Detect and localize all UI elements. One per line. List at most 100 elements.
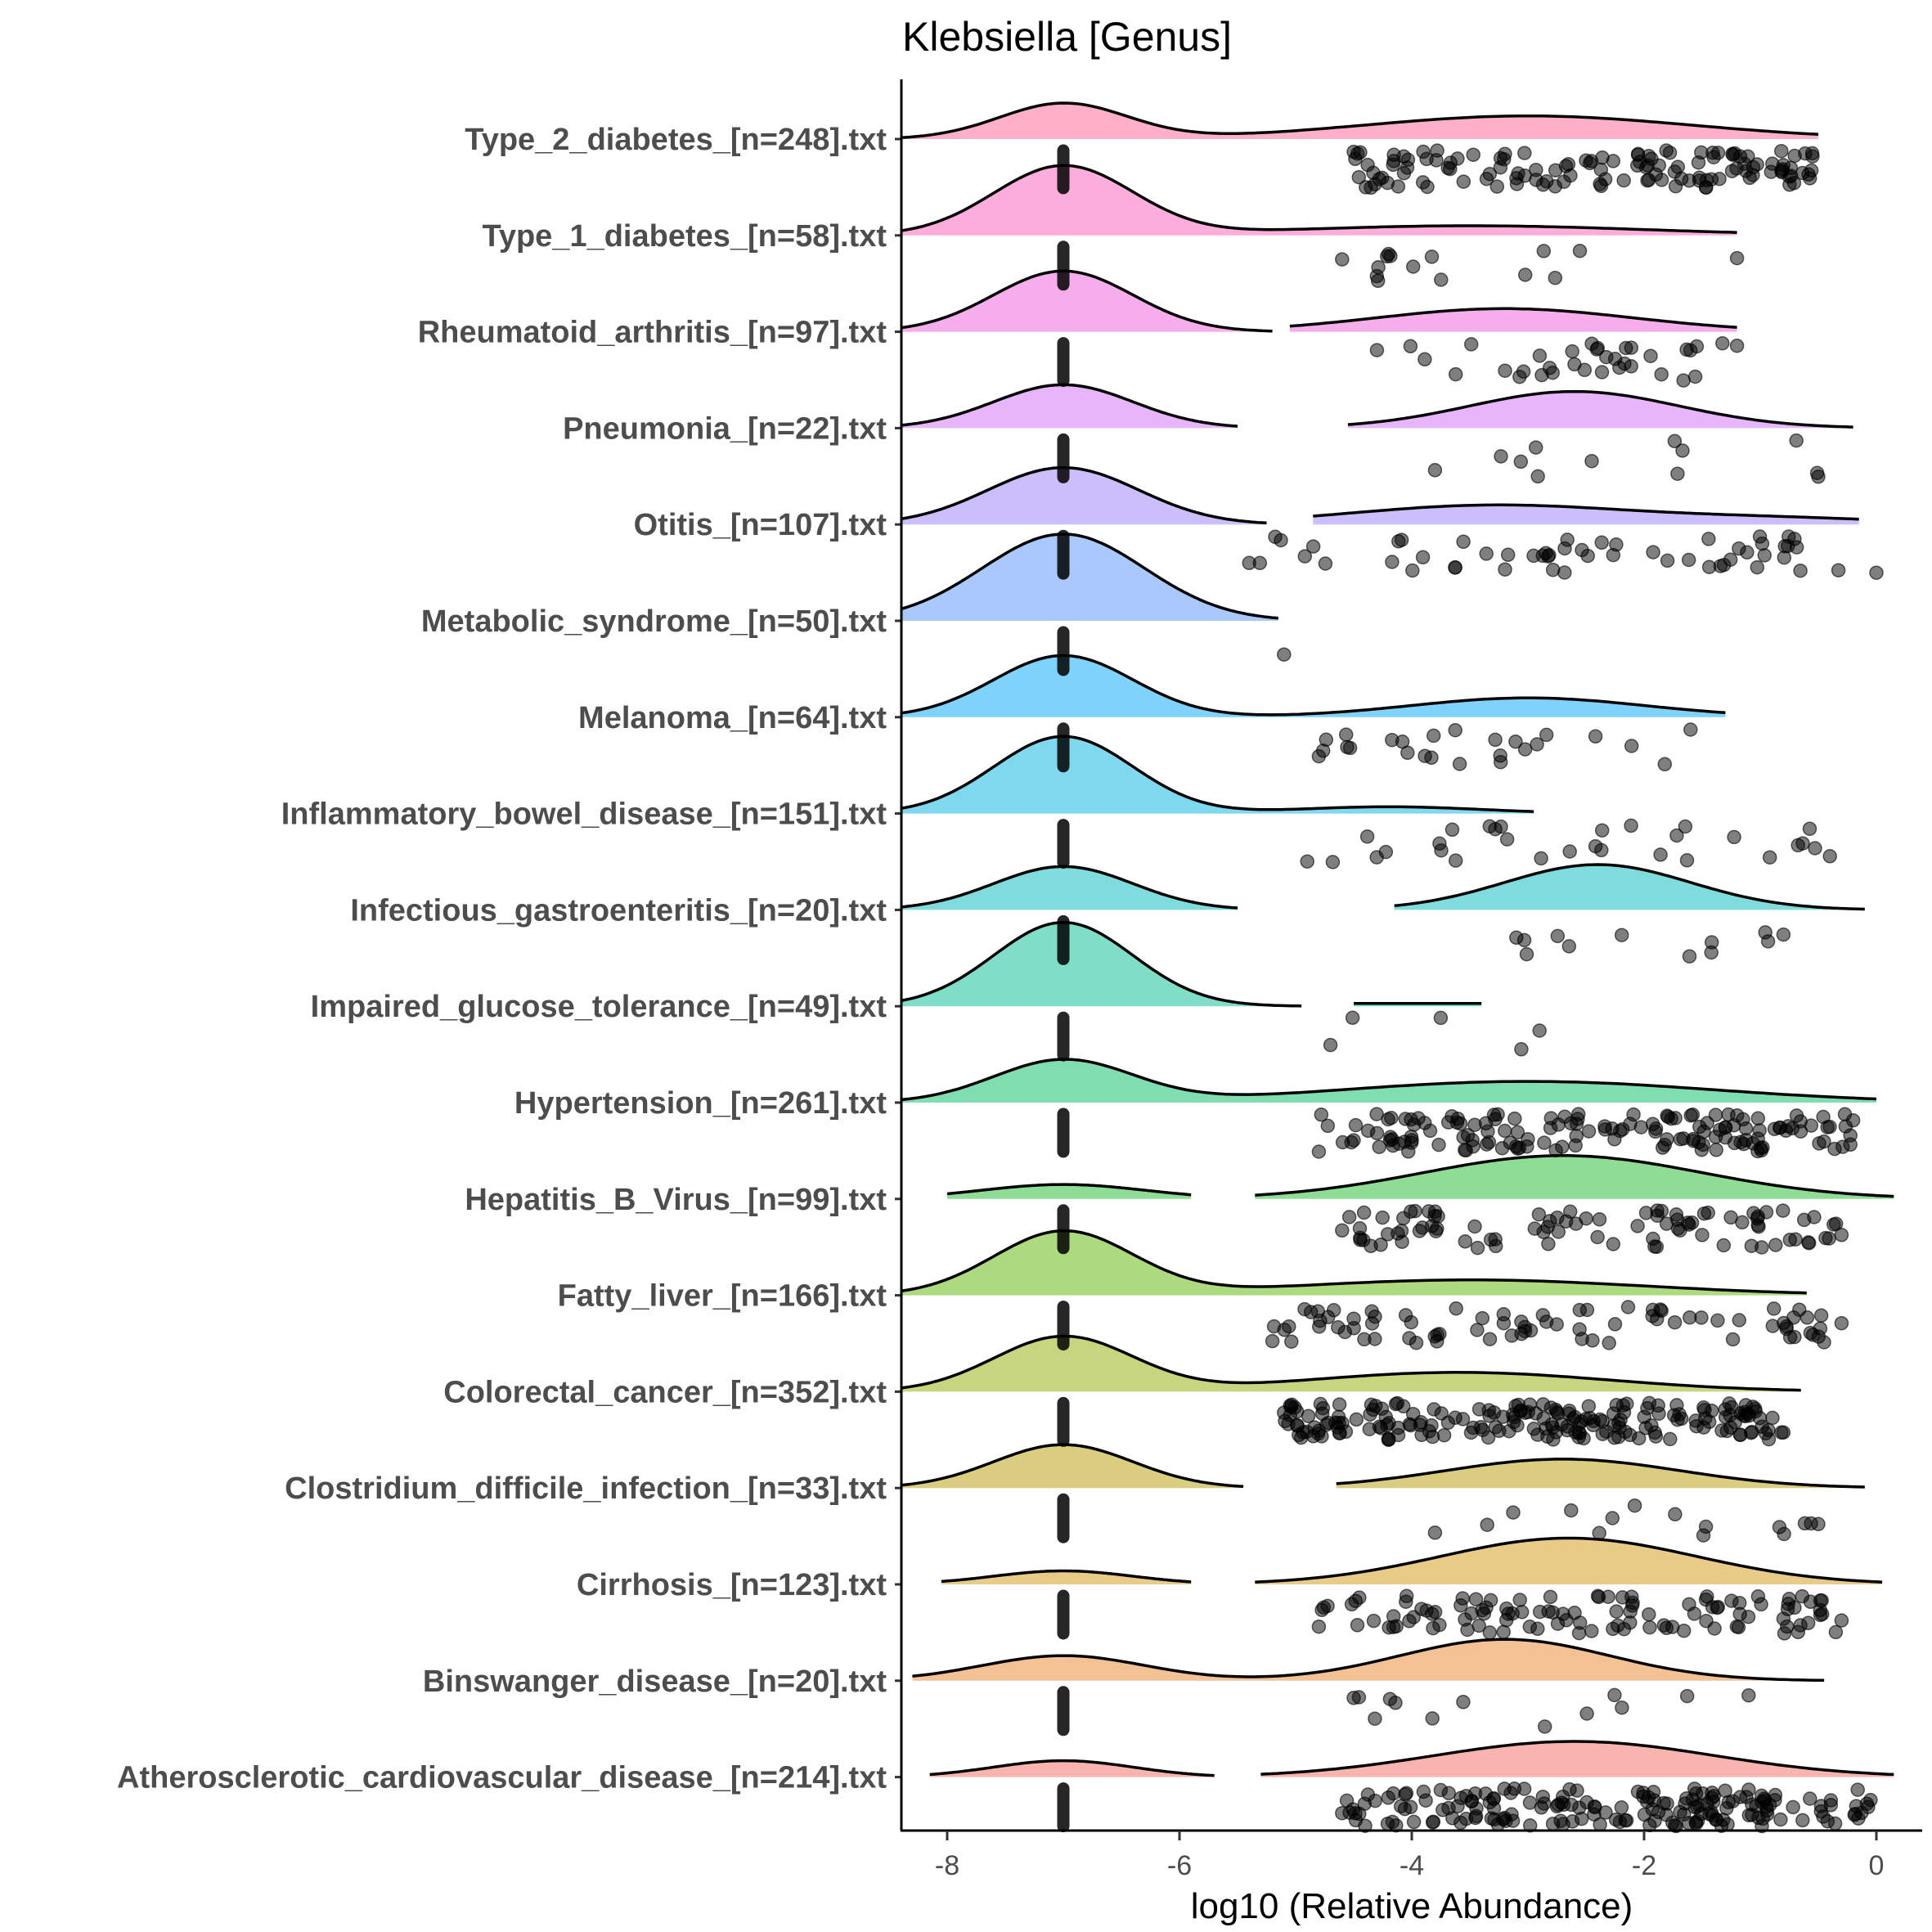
data-point xyxy=(1782,1233,1798,1247)
data-point xyxy=(1700,1589,1714,1604)
data-point xyxy=(1708,1108,1723,1122)
data-point xyxy=(1630,147,1646,162)
data-point xyxy=(1426,1620,1440,1636)
data-point xyxy=(1320,1118,1336,1134)
density-fill xyxy=(1260,1741,1894,1777)
data-point xyxy=(1360,1787,1376,1802)
data-point xyxy=(1679,853,1695,868)
data-point xyxy=(1741,1687,1756,1703)
data-point xyxy=(1609,1398,1624,1413)
data-point xyxy=(1331,1409,1346,1425)
data-point xyxy=(1729,250,1745,266)
data-point xyxy=(1557,565,1572,580)
data-point xyxy=(1715,335,1730,351)
data-point xyxy=(1581,1399,1597,1413)
density-fill xyxy=(1336,1458,1865,1489)
x-tick-label: -2 xyxy=(1632,1850,1656,1881)
data-point xyxy=(1411,1111,1426,1126)
data-point xyxy=(1378,1409,1394,1425)
data-point xyxy=(1808,841,1822,856)
data-point xyxy=(1673,1804,1687,1820)
data-point xyxy=(1368,1309,1382,1324)
data-point xyxy=(1660,1132,1674,1147)
data-point xyxy=(1651,1406,1666,1421)
data-point xyxy=(1695,1228,1710,1242)
ridge-group xyxy=(941,1536,1883,1641)
data-point xyxy=(1440,160,1455,176)
data-point xyxy=(1488,821,1503,837)
data-point xyxy=(1850,1782,1865,1797)
ridge-group xyxy=(900,1334,1801,1447)
data-point xyxy=(1450,1111,1466,1126)
data-point xyxy=(1683,343,1698,358)
data-point xyxy=(1364,180,1378,195)
data-point xyxy=(1692,173,1707,188)
data-point xyxy=(1683,722,1698,737)
data-point xyxy=(1467,1117,1482,1132)
density-curve xyxy=(941,1569,1192,1584)
data-point xyxy=(1541,1237,1556,1251)
data-point xyxy=(1710,1599,1726,1615)
data-point xyxy=(1386,1786,1401,1801)
data-point xyxy=(1404,1314,1419,1330)
data-point xyxy=(1617,356,1632,371)
density-fill xyxy=(901,534,1278,621)
data-point xyxy=(1731,1620,1746,1635)
data-point xyxy=(1427,1402,1441,1417)
data-point xyxy=(1572,1302,1588,1318)
data-point xyxy=(1675,443,1690,458)
data-point xyxy=(1729,338,1745,353)
data-point xyxy=(1750,1131,1765,1146)
data-point xyxy=(1789,540,1804,555)
data-point xyxy=(1687,369,1703,384)
data-point xyxy=(1350,146,1365,161)
data-point xyxy=(1332,1397,1347,1412)
data-point xyxy=(1537,1719,1552,1734)
data-point xyxy=(1724,1593,1739,1608)
data-point xyxy=(1456,1695,1471,1710)
data-point xyxy=(1545,562,1561,577)
data-point xyxy=(1498,363,1512,378)
data-point xyxy=(1682,949,1697,964)
data-point xyxy=(1681,552,1696,568)
data-point xyxy=(1755,1419,1769,1434)
data-point xyxy=(1741,1408,1757,1423)
data-point xyxy=(1277,647,1292,662)
data-point xyxy=(1768,1238,1783,1252)
data-point xyxy=(1456,534,1471,550)
data-point xyxy=(1425,1815,1440,1830)
data-point xyxy=(1721,1107,1736,1122)
data-point xyxy=(1803,1791,1817,1806)
data-point xyxy=(1654,366,1669,382)
data-point xyxy=(1433,1010,1449,1026)
density-curve xyxy=(901,383,1238,428)
data-point xyxy=(1517,146,1532,160)
data-point xyxy=(1776,927,1791,942)
y-tick-label: Binswanger_disease_[n=20].txt xyxy=(423,1665,887,1699)
data-point xyxy=(1482,1625,1498,1640)
ridge-group xyxy=(912,1638,1825,1737)
data-point xyxy=(1529,173,1543,187)
y-tick-label: Rheumatoid_arthritis_[n=97].txt xyxy=(418,316,887,350)
density-curve xyxy=(946,1183,1192,1197)
data-point xyxy=(1335,252,1350,267)
data-point xyxy=(1571,1425,1586,1440)
y-tick-label: Type_1_diabetes_[n=58].txt xyxy=(482,219,887,254)
data-point xyxy=(1427,463,1443,478)
density-fill xyxy=(901,922,1302,1007)
data-point xyxy=(1436,1427,1452,1443)
density-curve xyxy=(1347,389,1853,429)
data-point xyxy=(1774,143,1789,159)
data-point xyxy=(1793,1124,1808,1139)
data-point xyxy=(1366,1613,1382,1629)
ridge-group xyxy=(929,1740,1894,1834)
density-curve xyxy=(901,865,1238,910)
data-point xyxy=(1752,529,1768,544)
data-point xyxy=(1440,1415,1456,1431)
data-point xyxy=(1599,349,1614,365)
data-point xyxy=(1616,173,1631,188)
data-point xyxy=(1427,1209,1442,1224)
data-point xyxy=(1584,1624,1599,1638)
data-point xyxy=(1493,754,1508,770)
data-point xyxy=(1314,1108,1329,1122)
